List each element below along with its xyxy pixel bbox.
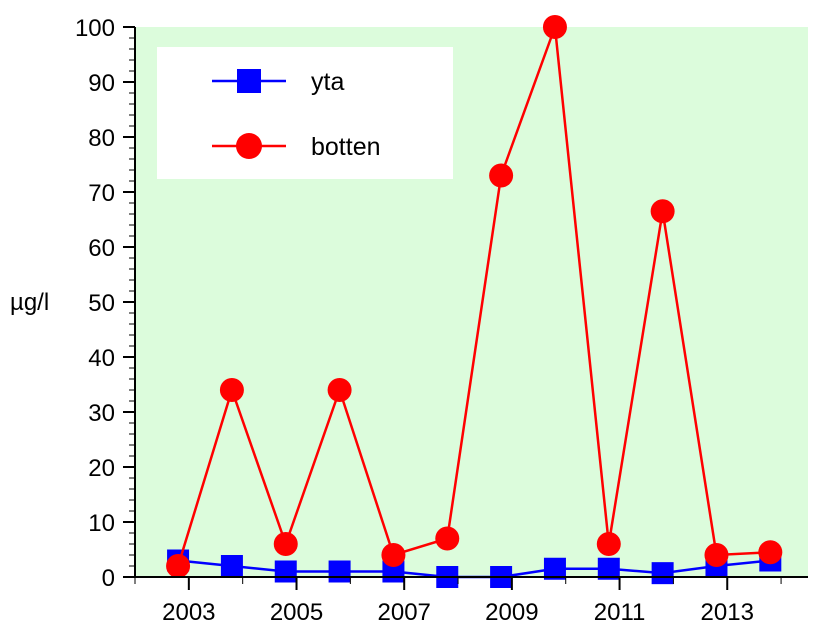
data-point-botten bbox=[273, 532, 298, 556]
legend-marker-yta bbox=[237, 69, 261, 93]
data-point-botten bbox=[650, 199, 675, 224]
data-point-yta bbox=[651, 562, 674, 585]
data-point-yta bbox=[220, 555, 243, 577]
y-axis-label: µg/l bbox=[10, 289, 49, 316]
axes-layer: 0 10 20 30 40 50 60 70 80 90 100 2003 2005 2007 2009 20… bbox=[75, 15, 808, 626]
data-point-botten bbox=[381, 543, 406, 567]
y-tick-label: 90 bbox=[88, 70, 115, 97]
x-tick-label: 2005 bbox=[270, 599, 323, 626]
data-point-yta bbox=[328, 560, 351, 583]
x-tick-label: 2013 bbox=[701, 599, 754, 626]
y-tick-label: 100 bbox=[75, 15, 115, 42]
y-tick-label: 0 bbox=[102, 565, 115, 592]
y-tick-label: 80 bbox=[88, 125, 115, 152]
data-point-yta bbox=[274, 560, 297, 583]
y-tick-label: 30 bbox=[88, 400, 115, 427]
data-point-botten bbox=[166, 554, 191, 578]
y-tick-label: 20 bbox=[88, 455, 115, 482]
y-tick-label: 40 bbox=[88, 345, 115, 372]
y-tick-label: 10 bbox=[88, 510, 115, 537]
x-tick-label: 2007 bbox=[378, 599, 431, 626]
legend-label-yta: yta bbox=[311, 68, 344, 96]
x-tick-label: 2011 bbox=[594, 599, 646, 626]
legend-label-botten: botten bbox=[311, 133, 381, 161]
x-tick-label: 2009 bbox=[485, 599, 538, 626]
data-point-botten bbox=[435, 526, 460, 551]
x-tick-label: 2003 bbox=[162, 599, 215, 626]
data-point-botten bbox=[542, 15, 567, 39]
data-point-botten bbox=[489, 163, 514, 188]
y-tick-label: 60 bbox=[88, 235, 115, 262]
series-line-botten bbox=[176, 26, 771, 567]
y-tick-label: 50 bbox=[88, 290, 115, 317]
data-point-botten bbox=[704, 543, 729, 567]
legend-marker-botten bbox=[236, 133, 262, 159]
data-point-botten bbox=[327, 378, 352, 402]
data-point-botten bbox=[758, 540, 783, 565]
series-botten bbox=[166, 15, 783, 578]
data-point-botten bbox=[596, 532, 621, 556]
legend-box bbox=[157, 47, 453, 179]
data-point-yta bbox=[597, 557, 620, 580]
legend: yta botten bbox=[157, 47, 453, 179]
data-point-yta bbox=[543, 557, 566, 580]
data-point-botten bbox=[219, 378, 244, 402]
y-tick-label: 70 bbox=[88, 180, 115, 207]
